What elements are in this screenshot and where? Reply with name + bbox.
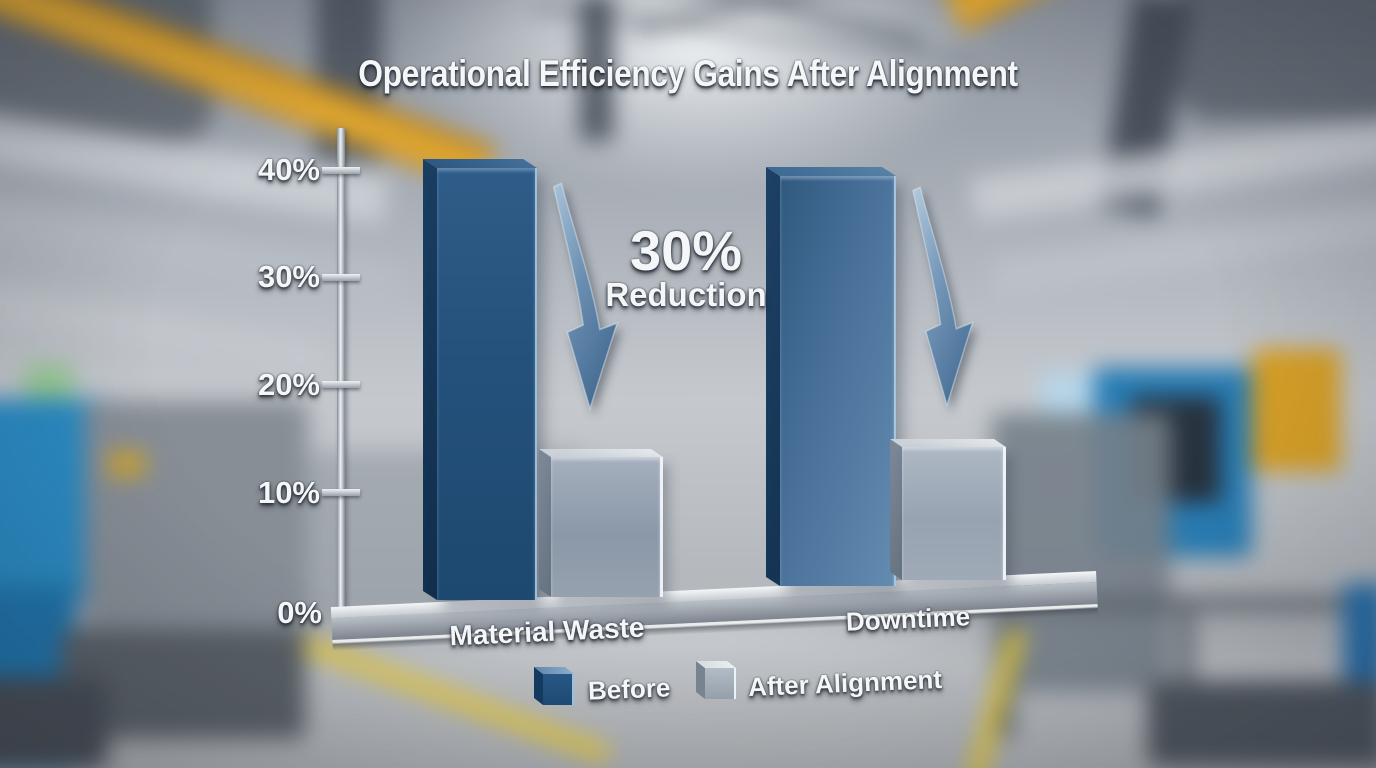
bar-side-face xyxy=(890,439,902,580)
y-tick-label-10: 10% xyxy=(257,475,320,510)
bg-machine-yellow-dot-left xyxy=(107,450,146,478)
cube-side-face xyxy=(534,667,543,705)
cube-side-face xyxy=(696,661,705,699)
cube-top-face xyxy=(696,661,736,668)
bar-front-face xyxy=(437,168,537,600)
bar-before-downtime xyxy=(780,176,896,586)
y-tick-label-40: 40% xyxy=(257,152,320,187)
bg-dark-blob-bl xyxy=(0,677,108,768)
annotation-percent: 30% xyxy=(629,219,743,282)
cube-front-face xyxy=(543,674,574,705)
y-tick-40 xyxy=(322,167,360,174)
bar-top-face xyxy=(890,439,1006,447)
bg-wall-band-r2 xyxy=(991,201,1376,297)
bg-machine-gray-left xyxy=(84,400,309,666)
y-tick-30 xyxy=(322,274,360,281)
legend-label-before: Before xyxy=(587,672,671,706)
legend-swatch-before-cube xyxy=(543,674,574,705)
cube-top-face xyxy=(534,667,574,674)
bar-side-face xyxy=(539,449,551,597)
bg-roof-post xyxy=(579,0,614,141)
bar-top-face xyxy=(423,159,537,168)
cube-front-face xyxy=(705,668,736,699)
y-tick-label-30: 30% xyxy=(257,259,320,294)
legend-swatch-after-cube xyxy=(705,668,736,699)
bar-side-face xyxy=(766,167,780,586)
bar-front-face xyxy=(551,457,663,597)
bg-machine-gray-right xyxy=(991,413,1171,692)
bg-dark-corner-tr xyxy=(1178,0,1376,120)
reduction-arrow-icon-downtime xyxy=(912,186,974,408)
bg-yellow-blob-right xyxy=(1251,348,1342,472)
bar-before-material-waste xyxy=(437,168,537,600)
bar-top-face xyxy=(766,167,896,176)
bg-screen-right xyxy=(1041,372,1100,417)
chart-title: Operational Efficiency Gains After Align… xyxy=(358,53,1018,94)
bar-side-face xyxy=(423,159,437,600)
y-tick-20 xyxy=(322,381,360,388)
bar-after-downtime xyxy=(902,447,1006,580)
y-tick-label-0: 0% xyxy=(277,595,322,630)
bar-after-material-waste xyxy=(551,457,663,597)
bg-wall-band-r1 xyxy=(969,116,1376,221)
bar-front-face xyxy=(902,447,1006,580)
bar-front-face xyxy=(780,176,896,586)
bar-top-face xyxy=(539,449,663,457)
annotation-label: Reduction xyxy=(605,276,767,313)
y-axis-line xyxy=(337,128,345,622)
reduction-arrow-icon-material-waste xyxy=(552,182,619,412)
bg-dark-blob-br xyxy=(1147,681,1376,767)
y-tick-10 xyxy=(322,489,360,496)
y-tick-label-20: 20% xyxy=(257,367,320,402)
